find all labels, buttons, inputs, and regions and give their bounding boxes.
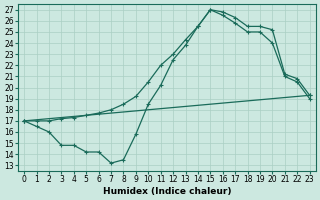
X-axis label: Humidex (Indice chaleur): Humidex (Indice chaleur): [103, 187, 231, 196]
